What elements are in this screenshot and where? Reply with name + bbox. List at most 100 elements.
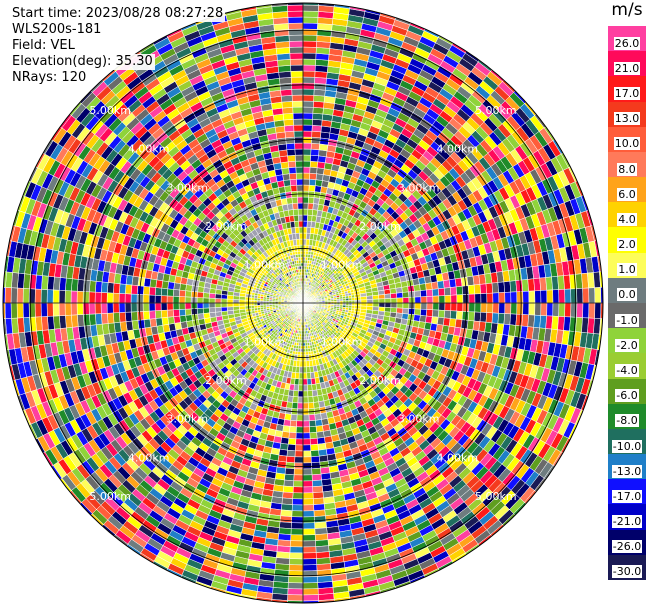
velocity-gate: [298, 220, 304, 228]
velocity-gate: [390, 292, 398, 299]
velocity-gate: [208, 292, 216, 299]
velocity-gate: [238, 302, 246, 307]
velocity-gate: [287, 203, 294, 211]
velocity-gate: [302, 450, 312, 458]
velocity-gate: [479, 312, 487, 323]
velocity-gate: [119, 283, 127, 294]
velocity-gate: [299, 238, 304, 246]
velocity-gate: [390, 297, 398, 304]
velocity-gate: [443, 310, 452, 319]
velocity-gate: [286, 148, 296, 157]
velocity-gate: [308, 178, 317, 186]
velocity-gate: [307, 208, 314, 216]
velocity-gate: [300, 351, 304, 356]
velocity-gate: [291, 196, 299, 204]
velocity-gate: [315, 419, 323, 427]
velocity-gate: [455, 310, 464, 320]
velocity-gate: [402, 307, 410, 315]
start-time-text: Start time: 2023/08/28 08:27:28: [10, 6, 226, 22]
velocity-gate: [351, 297, 356, 301]
velocity-gate: [197, 313, 205, 320]
velocity-gate: [282, 491, 294, 499]
velocity-gate: [238, 305, 246, 310]
velocity-gate: [307, 396, 314, 404]
velocity-gate: [438, 295, 446, 304]
velocity-gate: [283, 119, 294, 127]
velocity-gate: [250, 302, 255, 306]
velocity-gate: [302, 112, 314, 120]
velocity-gate: [282, 107, 294, 115]
velocity-gate: [302, 214, 308, 222]
velocity-gate: [203, 312, 211, 319]
velocity-gate: [302, 390, 309, 398]
velocity-gate: [302, 184, 310, 192]
velocity-gate: [308, 420, 317, 428]
velocity-gate: [438, 309, 446, 319]
velocity-gate: [166, 295, 174, 304]
velocity-gate: [474, 293, 482, 304]
velocity-gate: [311, 467, 322, 476]
field-text: Field: VEL: [10, 38, 77, 54]
velocity-gate: [384, 293, 392, 299]
velocity-gate: [284, 185, 292, 193]
velocity-gate: [372, 302, 380, 308]
velocity-gate: [196, 291, 204, 299]
velocity-gate: [196, 297, 204, 304]
velocity-gate: [119, 312, 127, 323]
velocity-gate: [474, 302, 482, 313]
velocity-gate: [360, 296, 368, 301]
velocity-gate: [302, 94, 315, 102]
velocity-gate: [281, 503, 293, 511]
velocity-gate: [492, 292, 500, 304]
velocity-gate: [437, 316, 445, 326]
velocity-gate: [302, 468, 313, 476]
velocity-gate: [286, 449, 296, 458]
velocity-gate: [184, 302, 192, 310]
velocity-gate: [286, 142, 296, 151]
velocity-gate: [288, 432, 297, 440]
velocity-gate: [432, 302, 440, 311]
velocity-gate: [284, 473, 295, 482]
velocity-gate: [426, 289, 434, 297]
velocity-gate: [420, 308, 428, 317]
velocity-gate: [172, 289, 180, 297]
velocity-gate: [297, 390, 304, 398]
velocity-gate: [288, 166, 297, 174]
velocity-gate: [503, 281, 511, 293]
velocity-gate: [178, 308, 186, 317]
velocity-gate: [136, 302, 144, 312]
velocity-gate: [124, 311, 133, 322]
velocity-gate: [414, 302, 422, 310]
velocity-gate: [302, 154, 311, 162]
velocity-gate: [161, 316, 169, 326]
velocity-gate: [467, 311, 476, 322]
velocity-gate: [315, 425, 324, 433]
velocity-gate: [220, 306, 228, 312]
velocity-gate: [291, 402, 299, 410]
velocity-gate: [444, 302, 452, 311]
velocity-gate: [136, 294, 144, 304]
velocity-gate: [312, 119, 323, 127]
velocity-gate: [250, 300, 255, 304]
velocity-gate: [302, 172, 311, 180]
velocity-gate: [154, 310, 163, 319]
velocity-gate: [302, 178, 310, 186]
velocity-gate: [290, 414, 298, 422]
velocity-gate: [360, 299, 368, 304]
velocity-gate: [309, 432, 318, 440]
velocity-gate: [462, 302, 470, 312]
velocity-gate: [288, 209, 295, 217]
velocity-gate: [296, 184, 304, 192]
velocity-gate: [292, 100, 304, 108]
velocity-gate: [298, 378, 304, 386]
velocity-gate: [289, 426, 297, 434]
velocity-gates: [2, 2, 604, 604]
velocity-gate: [295, 160, 304, 168]
velocity-gate: [232, 306, 240, 311]
velocity-gate: [113, 312, 121, 324]
velocity-gate: [292, 202, 299, 210]
velocity-gate: [294, 450, 304, 458]
velocity-gate: [302, 504, 315, 512]
velocity-gate: [312, 479, 323, 487]
velocity-gate: [112, 302, 120, 314]
